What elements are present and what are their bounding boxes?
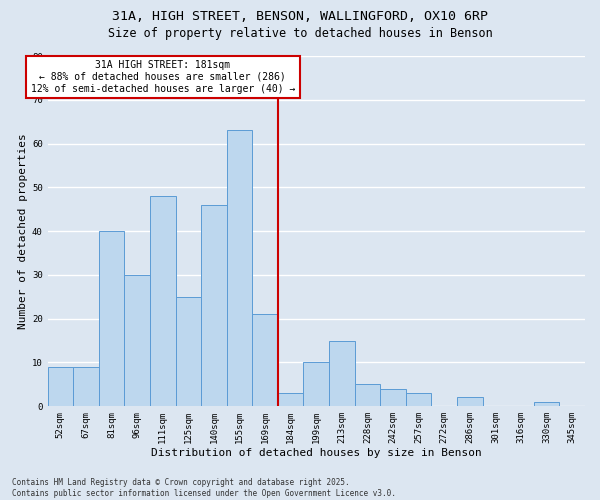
Bar — [355, 384, 380, 406]
X-axis label: Distribution of detached houses by size in Benson: Distribution of detached houses by size … — [151, 448, 482, 458]
Bar — [534, 402, 559, 406]
Bar — [406, 393, 431, 406]
Bar — [73, 367, 99, 406]
Text: Size of property relative to detached houses in Benson: Size of property relative to detached ho… — [107, 28, 493, 40]
Text: 31A, HIGH STREET, BENSON, WALLINGFORD, OX10 6RP: 31A, HIGH STREET, BENSON, WALLINGFORD, O… — [112, 10, 488, 23]
Text: Contains HM Land Registry data © Crown copyright and database right 2025.
Contai: Contains HM Land Registry data © Crown c… — [12, 478, 396, 498]
Bar — [47, 367, 73, 406]
Text: 31A HIGH STREET: 181sqm
← 88% of detached houses are smaller (286)
12% of semi-d: 31A HIGH STREET: 181sqm ← 88% of detache… — [31, 60, 295, 94]
Bar — [304, 362, 329, 406]
Bar — [150, 196, 176, 406]
Bar — [176, 297, 201, 406]
Bar — [252, 314, 278, 406]
Bar — [278, 393, 304, 406]
Bar — [227, 130, 252, 406]
Bar — [380, 388, 406, 406]
Y-axis label: Number of detached properties: Number of detached properties — [18, 133, 28, 329]
Bar — [329, 340, 355, 406]
Bar — [457, 398, 482, 406]
Bar — [124, 275, 150, 406]
Bar — [201, 205, 227, 406]
Bar — [99, 231, 124, 406]
